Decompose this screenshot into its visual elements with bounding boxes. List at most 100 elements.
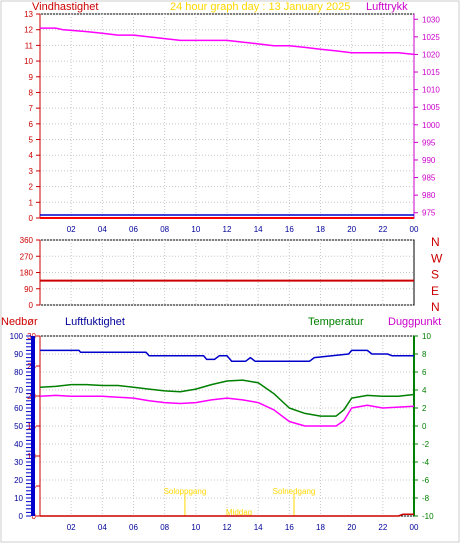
- wind-speed-tick-label: 8: [29, 88, 34, 97]
- x-tick-label: 10: [191, 225, 200, 234]
- humidity-tick-label: 50: [14, 422, 23, 431]
- x-tick-label: 06: [129, 523, 138, 532]
- temperature-tick-label: 6: [422, 368, 427, 377]
- sunset-label: Solnedgang: [273, 487, 316, 496]
- pressure-tick-label: 1030: [422, 15, 440, 24]
- dewpoint-label: Duggpunkt: [388, 316, 441, 328]
- humidity-tick-label: 20: [14, 476, 23, 485]
- wind-speed-tick-label: 6: [29, 120, 34, 129]
- temperature-tick-label: -8: [422, 494, 430, 503]
- series-lufttrykk-line: [40, 27, 415, 56]
- x-tick-label: 12: [223, 225, 232, 234]
- humidity-label: Luftfuktighet: [65, 316, 125, 328]
- wind-speed-tick-label: 13: [24, 10, 33, 19]
- humidity-tick-label: 80: [14, 368, 23, 377]
- wind-speed-tick-label: 9: [29, 73, 34, 82]
- temperature-tick-label: -6: [422, 476, 430, 485]
- wind-speed-tick-label: 7: [29, 104, 34, 113]
- humidity-tick-label: 40: [14, 440, 23, 449]
- wind-speed-tick-label: 2: [29, 183, 34, 192]
- sunrise-label: Soloppgang: [164, 487, 207, 496]
- direction-tick-label: 0: [29, 301, 34, 310]
- humidity-tick-label: 90: [14, 350, 23, 359]
- humidity-tick-label: 0: [19, 512, 24, 521]
- x-tick-label: 04: [98, 225, 107, 234]
- humidity-tick-label: 100: [10, 332, 24, 341]
- temperature-tick-label: 4: [422, 386, 427, 395]
- noon-label: Middag: [226, 508, 252, 517]
- direction-tick-label: 90: [24, 285, 33, 294]
- x-tick-label: 00: [410, 225, 419, 234]
- series-nedbør-line: [40, 513, 414, 517]
- x-tick-label: 18: [316, 523, 325, 532]
- wind-speed-tick-label: 1: [29, 198, 34, 207]
- x-tick-label: 16: [285, 225, 294, 234]
- x-tick-label: 14: [254, 225, 263, 234]
- wind-speed-axis-label: Vindhastighet: [32, 1, 98, 13]
- wind-speed-tick-label: 12: [24, 26, 33, 35]
- humidity-axis-bar: [31, 336, 35, 516]
- direction-tick-label: 270: [20, 252, 34, 261]
- humidity-tick-label: 30: [14, 458, 23, 467]
- x-tick-label: 00: [410, 523, 419, 532]
- series-temperatur-line: [39, 379, 415, 417]
- compass-label: S: [431, 268, 439, 282]
- direction-tick-label: 360: [20, 236, 34, 245]
- compass-label: N: [431, 300, 440, 314]
- x-tick-label: 02: [67, 523, 76, 532]
- pressure-tick-label: 975: [422, 209, 436, 218]
- wind-speed-tick-label: 11: [25, 41, 34, 50]
- direction-tick-label: 180: [20, 269, 34, 278]
- pressure-tick-label: 990: [422, 156, 436, 165]
- temperature-tick-label: 8: [422, 350, 427, 359]
- compass-label: E: [431, 284, 439, 298]
- x-tick-label: 20: [347, 225, 356, 234]
- compass-label: W: [431, 251, 443, 265]
- x-tick-label: 08: [160, 225, 169, 234]
- x-tick-label: 12: [223, 523, 232, 532]
- temperature-tick-label: -4: [422, 458, 430, 467]
- x-tick-label: 04: [98, 523, 107, 532]
- pressure-tick-label: 1015: [422, 68, 440, 77]
- x-tick-label: 10: [191, 523, 200, 532]
- pressure-tick-label: 1025: [422, 33, 440, 42]
- rain-tick-label: 0: [32, 512, 37, 521]
- humidity-tick-label: 10: [14, 494, 23, 503]
- temperature-tick-label: -2: [422, 440, 430, 449]
- wind-speed-tick-label: 10: [24, 57, 33, 66]
- series-luftfuktighet-line: [40, 349, 414, 362]
- pressure-tick-label: 1010: [422, 86, 440, 95]
- temperature-tick-label: 2: [422, 404, 427, 413]
- x-tick-label: 08: [160, 523, 169, 532]
- series-duggpunkt-line: [39, 394, 415, 427]
- wind-speed-tick-label: 0: [29, 214, 34, 223]
- x-tick-label: 20: [347, 523, 356, 532]
- pressure-tick-label: 1000: [422, 121, 440, 130]
- temperature-label: Temperatur: [308, 316, 364, 328]
- x-tick-label: 22: [378, 225, 387, 234]
- chart-title: 24 hour graph day : 13 January 2025: [170, 1, 350, 13]
- temperature-tick-label: 10: [422, 332, 431, 341]
- x-tick-label: 06: [129, 225, 138, 234]
- rain-label: Nedbør: [1, 316, 38, 328]
- pressure-tick-label: 1005: [422, 103, 440, 112]
- compass-label: N: [431, 235, 440, 249]
- humidity-tick-label: 60: [14, 404, 23, 413]
- x-tick-label: 22: [378, 523, 387, 532]
- humidity-tick-label: 70: [14, 386, 23, 395]
- wind-speed-tick-label: 3: [29, 167, 34, 176]
- pressure-tick-label: 1020: [422, 50, 440, 59]
- x-tick-label: 02: [67, 225, 76, 234]
- pressure-tick-label: 980: [422, 191, 436, 200]
- x-tick-label: 18: [316, 225, 325, 234]
- temperature-tick-label: 0: [422, 422, 427, 431]
- wind-speed-tick-label: 4: [29, 151, 34, 160]
- temperature-tick-label: -10: [422, 512, 434, 521]
- pressure-tick-label: 985: [422, 174, 436, 183]
- x-tick-label: 14: [254, 523, 263, 532]
- pressure-axis-label: Lufttrykk: [366, 1, 408, 13]
- x-tick-label: 16: [285, 523, 294, 532]
